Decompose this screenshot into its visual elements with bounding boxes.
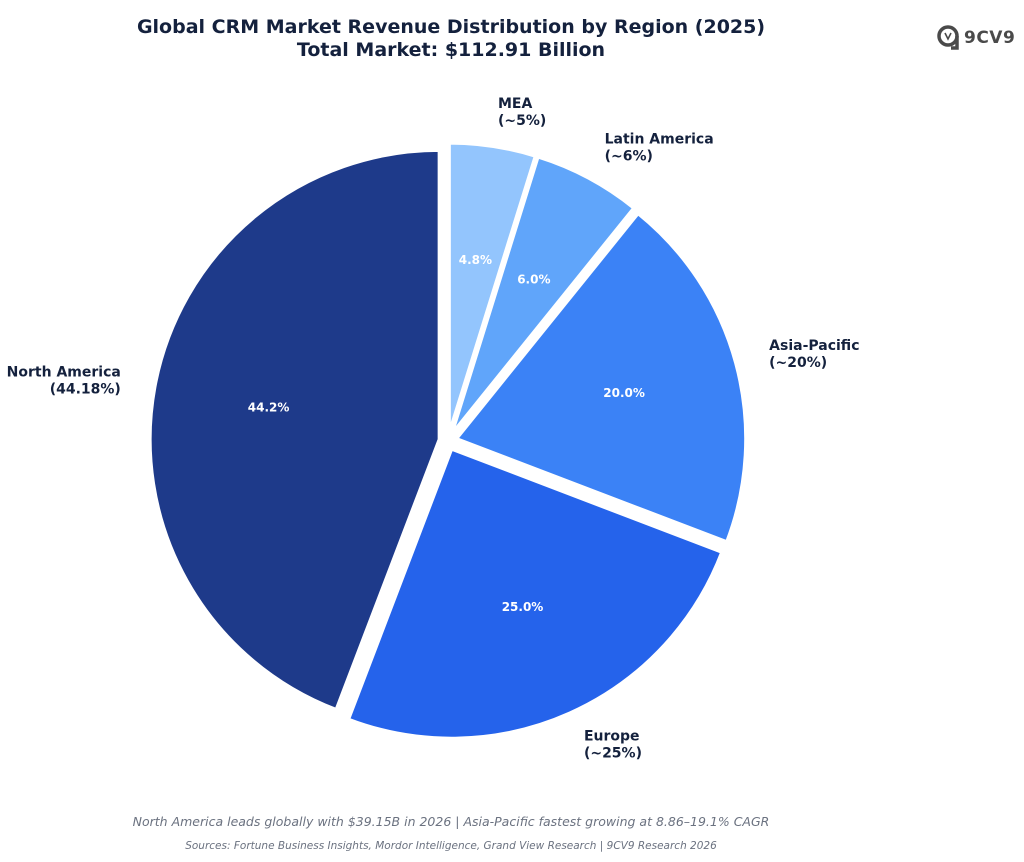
slice-category-label-asia-pacific: Asia-Pacific (~20%): [769, 338, 859, 371]
slice-percent-label-north-america: 44.2%: [248, 400, 290, 414]
slice-percent-label-mea: 4.8%: [459, 253, 492, 267]
chart-sources: Sources: Fortune Business Insights, Mord…: [185, 840, 717, 852]
chart-footnote: North America leads globally with $39.15…: [132, 814, 770, 829]
pie-chart: 4.8% MEA (~5%) 6.0% Latin America (~6%) 20.0% A…: [7, 96, 860, 762]
pie-slice-mea: [447, 141, 538, 433]
slice-category-label-mea: MEA (~5%): [498, 96, 546, 129]
chart-title: Global CRM Market Revenue Distribution b…: [0, 16, 902, 62]
chart-title-line2: Total Market: $112.91 Billion: [296, 39, 606, 61]
slice-percent-label-asia-pacific: 20.0%: [603, 386, 645, 400]
9cv9-logo-icon: [937, 25, 959, 50]
slice-percent-label-europe: 25.0%: [502, 600, 544, 614]
slice-category-label-europe: Europe (~25%): [584, 729, 642, 762]
pie-slice-asia-pacific: [454, 211, 748, 544]
chart-title-line1: Global CRM Market Revenue Distribution b…: [136, 16, 766, 38]
slice-category-label-north-america: North America (44.18%): [7, 365, 121, 398]
brand-logo: 9CV9: [936, 22, 1015, 54]
slice-percent-label-latin-america: 6.0%: [517, 273, 550, 287]
pie-slice-latin-america: [450, 155, 636, 435]
pie-slice-north-america: [148, 148, 441, 712]
logo-text: 9CV9: [964, 28, 1016, 48]
pie-slice-europe: [346, 447, 724, 740]
slice-category-label-latin-america: Latin America (~6%): [605, 131, 714, 164]
